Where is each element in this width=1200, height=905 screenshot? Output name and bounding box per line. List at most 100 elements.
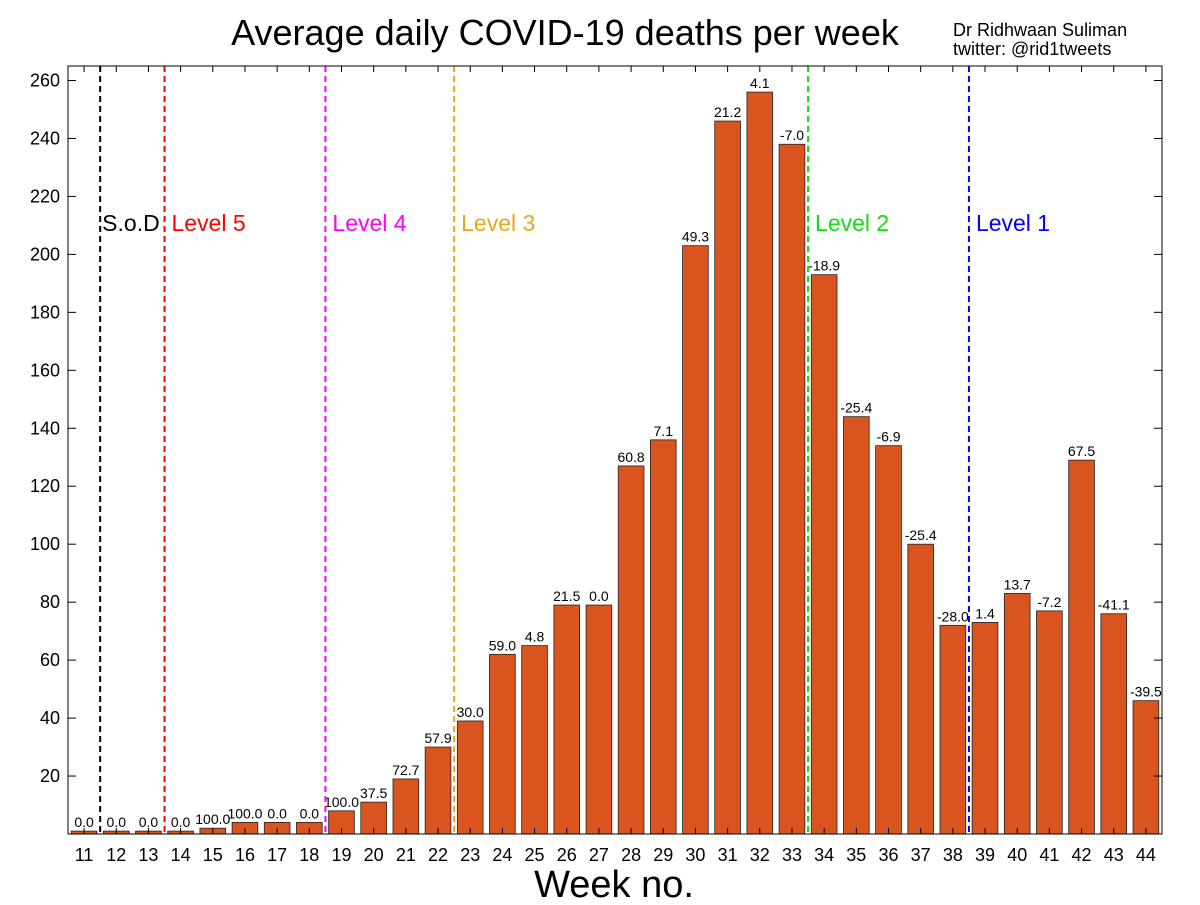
x-tick-label: 33 <box>782 845 802 865</box>
data-label: 60.8 <box>617 449 644 465</box>
x-tick-label: 16 <box>235 845 255 865</box>
x-tick-label: 28 <box>621 845 641 865</box>
bar <box>939 624 967 835</box>
data-label: -25.4 <box>905 527 937 543</box>
data-label: -18.9 <box>808 258 840 274</box>
data-label: -25.4 <box>840 400 872 416</box>
data-label: 7.1 <box>654 423 674 439</box>
bar <box>843 416 870 835</box>
bar <box>617 465 645 835</box>
plot-frame <box>67 65 1163 835</box>
x-tick-label: 23 <box>460 845 480 865</box>
bar <box>521 645 548 835</box>
data-label: 72.7 <box>392 762 419 778</box>
bar <box>971 622 999 835</box>
bar <box>714 120 741 835</box>
x-tick-label: 36 <box>878 845 898 865</box>
level-label: Level 2 <box>815 210 889 236</box>
level-label: Level 3 <box>461 210 535 236</box>
data-label: 0.0 <box>74 814 94 830</box>
y-tick-label: 60 <box>40 650 60 670</box>
data-label: -39.5 <box>1130 684 1162 700</box>
bar <box>553 604 581 835</box>
data-label: 4.8 <box>525 629 545 645</box>
data-label: 21.2 <box>714 104 741 120</box>
x-tick-label: 21 <box>396 845 416 865</box>
data-label: 0.0 <box>267 805 287 821</box>
bar <box>1036 610 1063 835</box>
data-label: -6.9 <box>876 429 900 445</box>
y-tick-label: 140 <box>30 418 60 438</box>
data-label: -41.1 <box>1098 597 1130 613</box>
data-label: 30.0 <box>457 704 484 720</box>
x-tick-label: 31 <box>718 845 738 865</box>
credit-author: Dr Ridhwaan Suliman <box>953 20 1127 40</box>
x-axis-label: Week no. <box>534 864 694 900</box>
y-tick-label: 80 <box>40 592 60 612</box>
level-markers: S.o.D Level 5 Level 4 Level 3 Level 2 Level 1 <box>99 66 1050 834</box>
x-tick-label: 41 <box>1039 845 1059 865</box>
data-label: 100.0 <box>324 794 359 810</box>
y-tick-label: 120 <box>30 476 60 496</box>
data-label: 57.9 <box>424 730 451 746</box>
data-label: 21.5 <box>553 588 580 604</box>
y-tick-label: 220 <box>30 186 60 206</box>
x-tick-label: 24 <box>492 845 512 865</box>
y-tick-label: 20 <box>40 766 60 786</box>
data-label: 37.5 <box>360 785 387 801</box>
bar <box>682 245 709 835</box>
data-label: -7.2 <box>1037 594 1061 610</box>
data-label: 100.0 <box>227 805 262 821</box>
x-tick-label: 17 <box>267 845 287 865</box>
bar <box>875 445 902 835</box>
x-tick-label: 27 <box>589 845 609 865</box>
bar <box>778 143 806 835</box>
y-tick-label: 240 <box>30 128 60 148</box>
data-label: 0.0 <box>107 814 127 830</box>
x-tick-label: 15 <box>203 845 223 865</box>
x-tick-label: 25 <box>525 845 545 865</box>
x-tick-label: 35 <box>846 845 866 865</box>
data-label: 4.1 <box>750 75 770 91</box>
data-label: 0.0 <box>139 814 159 830</box>
bar <box>1100 613 1128 835</box>
data-label: 67.5 <box>1068 443 1095 459</box>
y-tick-label: 100 <box>30 534 60 554</box>
x-tick-label: 18 <box>299 845 319 865</box>
bar <box>456 720 484 835</box>
chart-title: Average daily COVID-19 deaths per week <box>231 12 900 53</box>
x-tick-label: 14 <box>171 845 191 865</box>
x-tick-label: 38 <box>943 845 963 865</box>
x-tick-label: 20 <box>364 845 384 865</box>
bar <box>489 653 516 835</box>
data-label: -28.0 <box>937 608 969 624</box>
x-tick-label: 44 <box>1136 845 1156 865</box>
data-label: 1.4 <box>975 605 995 621</box>
data-label: -7.0 <box>780 127 804 143</box>
x-tick-label: 13 <box>138 845 158 865</box>
x-tick-label: 29 <box>653 845 673 865</box>
x-tick-label: 43 <box>1104 845 1124 865</box>
bar <box>1003 593 1031 835</box>
y-tick-label: 160 <box>30 360 60 380</box>
data-label: 13.7 <box>1004 576 1031 592</box>
x-tick-label: 32 <box>750 845 770 865</box>
x-tick-label: 26 <box>557 845 577 865</box>
data-label: 100.0 <box>195 811 230 827</box>
level-label: S.o.D <box>102 210 160 236</box>
x-tick-label: 42 <box>1072 845 1092 865</box>
bar <box>746 91 774 835</box>
data-label: 0.0 <box>300 805 320 821</box>
x-tick-label: 34 <box>814 845 834 865</box>
bar <box>907 543 934 835</box>
level-label: Level 4 <box>332 210 406 236</box>
level-label: Level 5 <box>172 210 246 236</box>
x-tick-label: 12 <box>106 845 126 865</box>
data-label: 0.0 <box>171 814 191 830</box>
y-tick-label: 180 <box>30 302 60 322</box>
credit-twitter: twitter: @rid1tweets <box>953 39 1111 59</box>
x-tick-label: 11 <box>75 845 94 865</box>
